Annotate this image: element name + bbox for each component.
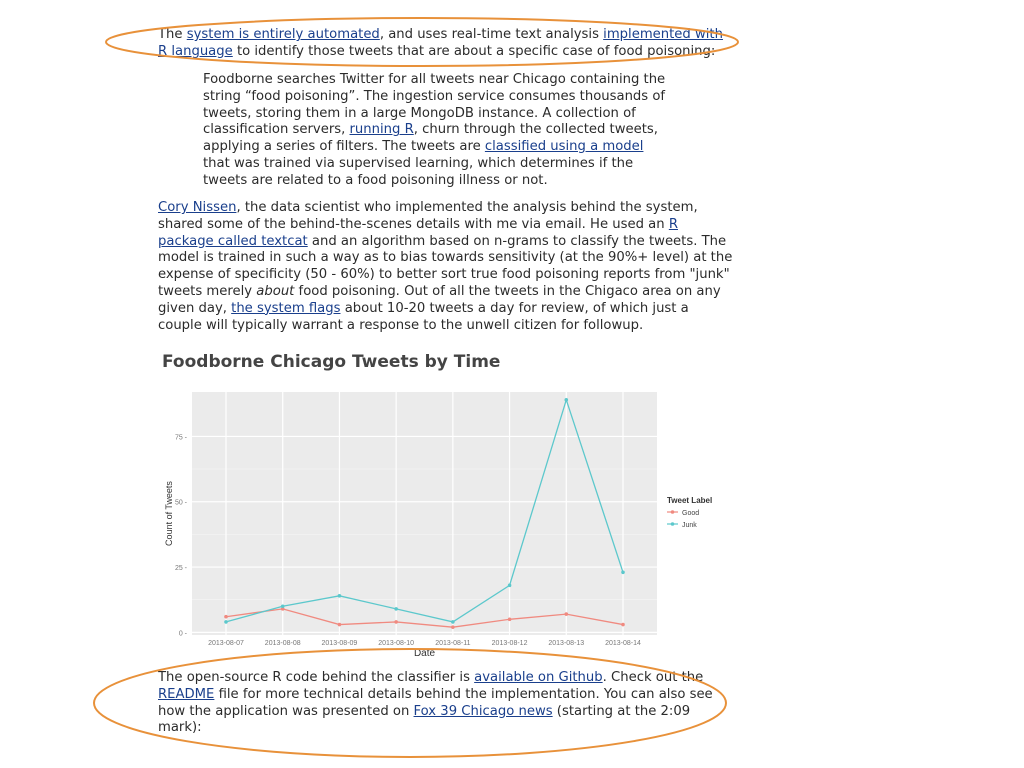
data-point-good [280, 607, 285, 611]
data-point-junk [224, 620, 228, 624]
github-paragraph: The open-source R code behind the classi… [158, 670, 733, 737]
data-point-good [621, 622, 625, 627]
chart-legend: Tweet Label Good Junk [667, 496, 712, 529]
data-point-good [394, 620, 398, 624]
text-span: The [158, 27, 187, 42]
text-span: and an algorithm based on n-grams to cla… [158, 233, 733, 299]
text-span: . Check out the [602, 670, 704, 685]
data-point-good [507, 617, 512, 622]
legend-title: Tweet Label [667, 496, 712, 505]
details-paragraph: Cory Nissen, the data scientist who impl… [158, 200, 733, 334]
x-tick-label: 2013-08-07 [208, 640, 244, 647]
text-span: , the data scientist who implemented the… [158, 200, 698, 232]
x-axis: 2013-08-07 2013-08-08 2013-08-09 2013-08-10… [208, 640, 641, 647]
x-tick-label: 2013-08-10 [378, 640, 414, 647]
data-point-good [451, 625, 455, 629]
text-span: , churn through the collected tweets, ap… [203, 122, 658, 155]
emphasis-text: about [256, 283, 295, 299]
x-tick-label: 2013-08-11 [435, 640, 470, 647]
y-tick-label: 50 - [175, 500, 188, 507]
system-flags-link[interactable]: the system flags [231, 300, 341, 316]
y-axis: 0 - 25 - 50 - 75 - [175, 434, 188, 637]
plot-series [224, 397, 625, 629]
github-link[interactable]: available on Github [474, 670, 603, 685]
text-span: Foodborne searches Twitter for all tweet… [203, 72, 666, 138]
x-tick-label: 2013-08-13 [548, 640, 584, 647]
system-automated-link[interactable]: system is entirely automated [186, 27, 380, 42]
y-tick-label: 75 - [175, 434, 188, 441]
x-tick-label: 2013-08-09 [322, 640, 358, 647]
data-point-junk [337, 594, 342, 598]
blockquote: Foodborne searches Twitter for all tweet… [203, 72, 673, 190]
y-tick-label: 0 - [179, 630, 188, 637]
classified-model-link[interactable]: classified using a model [484, 139, 644, 155]
intro-paragraph: The system is entirely automated, and us… [158, 27, 733, 61]
legend-entry-junk: Junk [682, 522, 697, 529]
text-span: that was trained via supervised learning… [203, 155, 634, 188]
series-line-good [225, 608, 624, 628]
chart-title: Foodborne Chicago Tweets by Time [162, 352, 501, 372]
data-point-good [224, 614, 228, 619]
readme-link[interactable]: README [158, 686, 215, 702]
data-point-good [564, 612, 569, 616]
textcat-link[interactable]: R package called textcat [158, 216, 678, 249]
data-point-junk [564, 398, 569, 402]
plot-background [192, 392, 657, 635]
legend-key-point [670, 522, 675, 526]
tweets-line-chart: 0 -25 -50 -75 - 2013-08-07 2013-08-08 2013… [164, 392, 712, 659]
y-axis-label: Count of Tweets [164, 481, 174, 546]
data-point-junk [451, 620, 455, 624]
data-point-junk [280, 604, 285, 609]
text-span: The open-source R code behind the classi… [158, 670, 475, 685]
y-tick-label: 25 - [175, 565, 188, 572]
data-point-junk [394, 607, 398, 611]
data-point-junk [507, 583, 512, 588]
data-point-junk [621, 570, 625, 575]
running-r-link[interactable]: running R [349, 122, 414, 138]
x-tick-label: 2013-08-08 [265, 640, 301, 647]
cory-nissen-link[interactable]: Cory Nissen [158, 200, 237, 215]
x-tick-label: 2013-08-12 [492, 640, 528, 647]
legend-key-point [670, 510, 675, 514]
text-span: food poisoning. Out of all the tweets in… [158, 283, 721, 316]
text-span: about 10-20 tweets a day for review, of … [158, 300, 689, 333]
x-axis-label: Date [414, 648, 436, 659]
plot-grid [192, 392, 657, 635]
text-span: , and uses real-time text analysis [379, 27, 604, 42]
series-line-junk [225, 397, 624, 623]
text-span: to identify those tweets that are about … [232, 43, 716, 59]
legend-entry-good: Good [682, 510, 699, 517]
fox39-link[interactable]: Fox 39 Chicago news [413, 703, 553, 719]
data-point-good [337, 622, 342, 627]
x-tick-label: 2013-08-14 [605, 640, 641, 647]
